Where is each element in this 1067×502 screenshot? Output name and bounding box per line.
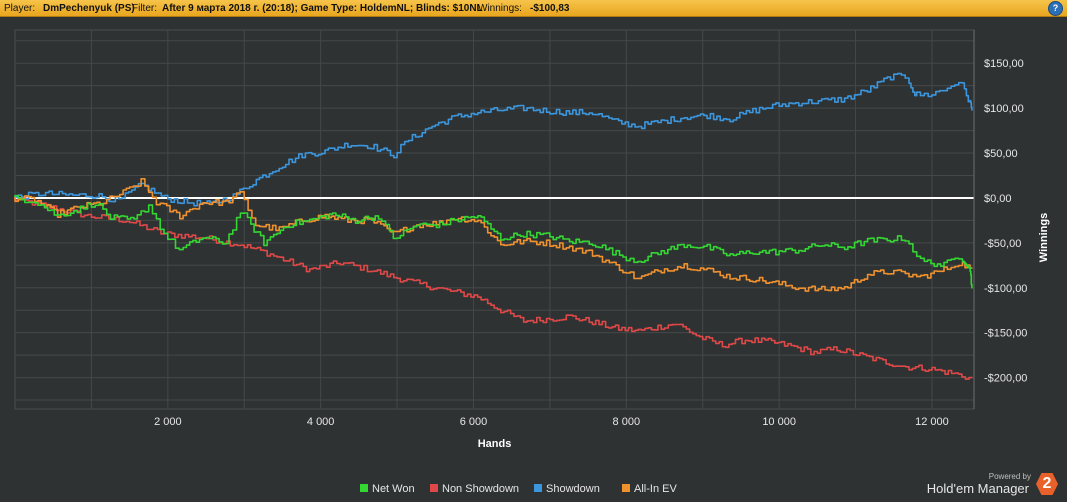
legend-item-showdown[interactable]: Showdown (534, 482, 600, 496)
legend-swatch (430, 484, 438, 492)
legend-label: Net Won (372, 483, 415, 495)
legend-swatch (534, 484, 542, 492)
powered-by-text: Powered by (988, 472, 1031, 481)
x-tick-label: 10 000 (762, 416, 796, 428)
legend-label: All-In EV (634, 483, 677, 495)
legend-label: Non Showdown (442, 483, 520, 495)
y-tick-label: -$200,00 (984, 373, 1027, 385)
series-layer (14, 72, 973, 380)
help-icon[interactable]: ? (1049, 2, 1062, 15)
winnings-label: Winnings: (478, 3, 522, 14)
y-tick-label: $0,00 (984, 193, 1012, 205)
x-tick-label: 4 000 (307, 416, 335, 428)
y-tick-label: $150,00 (984, 58, 1024, 70)
y-tick-label: -$50,00 (984, 238, 1021, 250)
hm2-logo-icon: 2 (1036, 473, 1058, 495)
player-label: Player: (4, 3, 36, 14)
filter-value: After 9 марта 2018 г. (20:18); Game Type… (162, 3, 483, 14)
y-tick-label: $50,00 (984, 148, 1018, 160)
product-name: Hold'em Manager (926, 481, 1029, 496)
series-line-all-in-ev (14, 178, 973, 292)
plot-area (14, 29, 975, 410)
legend-swatch (360, 484, 368, 492)
x-axis-label: Hands (478, 438, 512, 450)
y-axis-label: Winnings (1038, 213, 1050, 262)
y-tick-label: -$100,00 (984, 283, 1027, 295)
player-name: DmPechenyuk (PS) (43, 3, 135, 14)
winnings-value: -$100,83 (530, 3, 570, 14)
x-tick-label: 2 000 (154, 416, 182, 428)
legend-swatch (622, 484, 630, 492)
x-tick-label: 12 000 (915, 416, 949, 428)
header-bar: Player: DmPechenyuk (PS) Filter: After 9… (0, 0, 1067, 17)
y-tick-label: $100,00 (984, 103, 1024, 115)
legend-item-non-showdown[interactable]: Non Showdown (430, 482, 519, 496)
legend-item-net-won[interactable]: Net Won (360, 482, 415, 496)
legend-item-all-in-ev[interactable]: All-In EV (622, 482, 677, 496)
series-line-net-won (14, 194, 973, 289)
tick-labels: $150,00 $100,00 $50,00 $0,00 -$50,00 -$100,00… (154, 58, 1027, 428)
x-tick-label: 6 000 (460, 416, 488, 428)
series-line-showdown (14, 72, 973, 207)
y-tick-label: -$150,00 (984, 328, 1027, 340)
series-line-non-showdown (14, 196, 973, 380)
filter-label: Filter: (132, 3, 157, 14)
grid (15, 30, 974, 409)
winnings-chart: $150,00 $100,00 $50,00 $0,00 -$50,00 -$100,00… (14, 29, 1050, 450)
legend-label: Showdown (546, 483, 600, 495)
x-tick-label: 8 000 (613, 416, 641, 428)
